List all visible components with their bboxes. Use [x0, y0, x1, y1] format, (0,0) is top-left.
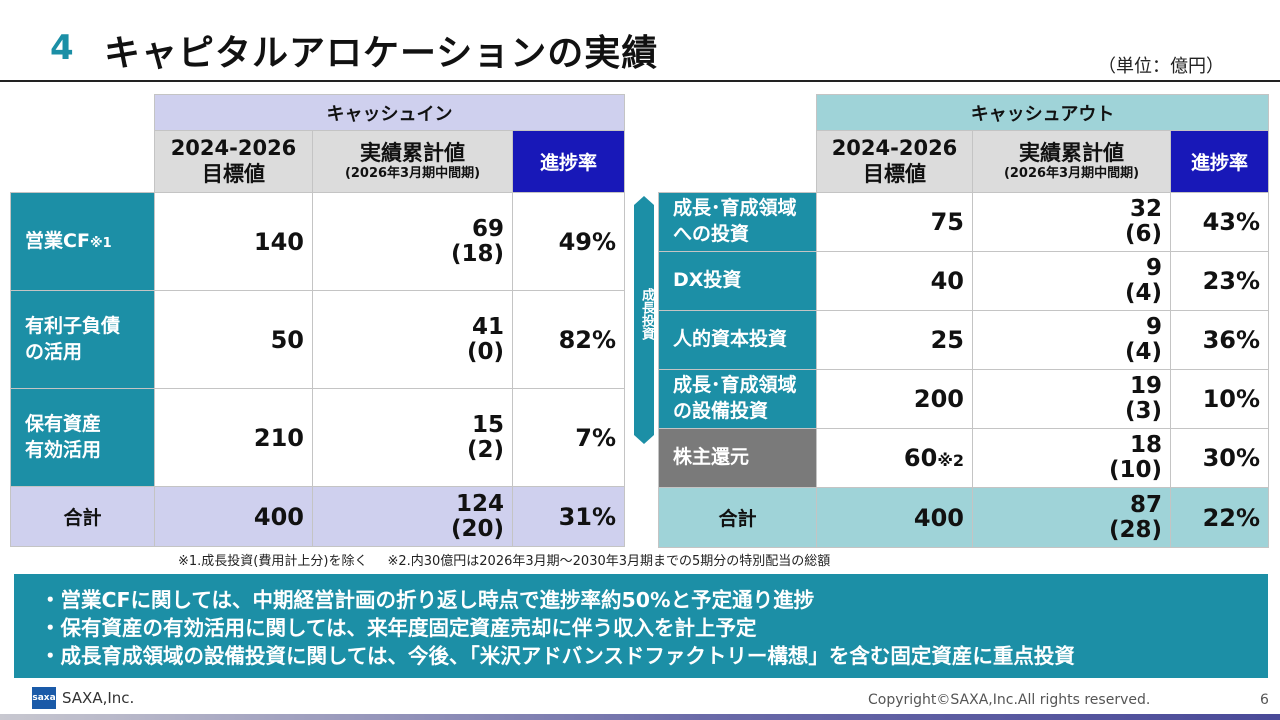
cash-in-table: キャッシュイン 2024-2026 目標値 実績累計値 (2026年3月期中間期) …: [10, 94, 626, 547]
actual-value: 9 (4): [972, 310, 1171, 370]
col-actual-header: 実績累計値 (2026年3月期中間期): [312, 130, 513, 193]
total-label: 合計: [658, 487, 817, 548]
target-value: 25: [816, 310, 973, 370]
summary-line: ・保有資産の有効活用に関しては、来年度固定資産売却に伴う収入を計上予定: [40, 616, 757, 640]
table-row: 株主還元 60※2 18 (10) 30%: [658, 428, 1270, 488]
col-rate-header: 進捗率: [1169, 130, 1270, 193]
footnote-2: ※2.内30億円は2026年3月期～2030年3月期までの5期分の特別配当の総額: [387, 554, 831, 569]
progress-rate: 7%: [511, 388, 626, 487]
actual-value: 15 (2): [312, 388, 513, 487]
unit-label: （単位：億円）: [1098, 56, 1224, 77]
actual-value: 32 (6): [972, 192, 1171, 252]
summary-line: ・営業CFに関しては、中期経営計画の折り返し時点で進捗率約50%と予定通り進捗: [40, 588, 815, 612]
summary-line: ・成長育成領域の設備投資に関しては、今後、「米沢アドバンスドファクトリー構想」を…: [40, 644, 1075, 668]
row-label: 保有資産 有効活用: [10, 388, 155, 487]
footnotes: ※1.成長投資(費用計上分)を除く ※2.内30億円は2026年3月期～2030年…: [178, 550, 830, 569]
col-target-header: 2024-2026 目標値: [154, 130, 313, 193]
row-label: 成長･育成領域 の設備投資: [658, 369, 817, 429]
section-number: 4: [50, 28, 74, 68]
row-label: 成長･育成領域 への投資: [658, 192, 817, 252]
page-number: 6: [1260, 692, 1269, 708]
table-row: 保有資産 有効活用 210 15 (2) 7%: [10, 388, 626, 487]
actual-value: 69 (18): [312, 192, 513, 291]
target-value: 200: [816, 369, 973, 429]
progress-rate: 82%: [511, 290, 626, 389]
target-value: 50: [154, 290, 313, 389]
table-row: DX投資 40 9 (4) 23%: [658, 251, 1270, 311]
row-label: 営業CF※1: [10, 192, 155, 291]
cash-in-heading: キャッシュイン: [153, 94, 626, 131]
total-actual: 124 (20): [312, 486, 513, 547]
actual-value: 9 (4): [972, 251, 1171, 311]
actual-value: 41 (0): [312, 290, 513, 389]
total-rate: 22%: [1169, 487, 1270, 548]
target-value: 75: [816, 192, 973, 252]
target-value: 140: [154, 192, 313, 291]
target-value: 210: [154, 388, 313, 487]
total-row: 合計 400 87 (28) 22%: [658, 487, 1270, 548]
total-row: 合計 400 124 (20) 31%: [10, 486, 626, 547]
table-row: 有利子負債 の活用 50 41 (0) 82%: [10, 290, 626, 389]
company-logo: saxa: [32, 687, 56, 709]
progress-rate: 49%: [511, 192, 626, 291]
total-target: 400: [154, 486, 313, 547]
page-title: キャピタルアロケーションの実績: [104, 33, 659, 74]
table-row: 成長･育成領域 への投資 75 32 (6) 43%: [658, 192, 1270, 252]
table-row: 人的資本投資 25 9 (4) 36%: [658, 310, 1270, 370]
total-label: 合計: [10, 486, 155, 547]
footer-bar: [0, 714, 1280, 720]
row-label: 有利子負債 の活用: [10, 290, 155, 389]
col-actual-header: 実績累計値 (2026年3月期中間期): [972, 130, 1171, 193]
growth-investment-bracket: [634, 196, 654, 444]
company-name: SAXA,Inc.: [62, 689, 135, 707]
growth-investment-label: 成長投資: [639, 288, 654, 340]
row-label: 人的資本投資: [658, 310, 817, 370]
row-label: 株主還元: [658, 428, 817, 488]
total-actual: 87 (28): [972, 487, 1171, 548]
table-row: 成長･育成領域 の設備投資 200 19 (3) 10%: [658, 369, 1270, 429]
row-label: DX投資: [658, 251, 817, 311]
progress-rate: 10%: [1169, 369, 1270, 429]
target-value: 60※2: [816, 428, 973, 488]
progress-rate: 30%: [1169, 428, 1270, 488]
progress-rate: 43%: [1169, 192, 1270, 252]
progress-rate: 23%: [1169, 251, 1270, 311]
cash-out-heading: キャッシュアウト: [815, 94, 1270, 131]
actual-value: 19 (3): [972, 369, 1171, 429]
col-rate-header: 進捗率: [511, 130, 626, 193]
title-divider: [0, 80, 1280, 82]
cash-out-table: キャッシュアウト 2024-2026 目標値 実績累計値 (2026年3月期中間期)…: [658, 94, 1270, 548]
summary-box: ・営業CFに関しては、中期経営計画の折り返し時点で進捗率約50%と予定通り進捗 …: [14, 574, 1268, 678]
copyright: Copyright©SAXA,Inc.All rights reserved.: [868, 692, 1151, 708]
total-target: 400: [816, 487, 973, 548]
footnote-1: ※1.成長投資(費用計上分)を除く: [178, 554, 368, 569]
actual-value: 18 (10): [972, 428, 1171, 488]
col-target-header: 2024-2026 目標値: [816, 130, 973, 193]
footnote-marker: ※2: [937, 451, 964, 470]
table-row: 営業CF※1 140 69 (18) 49%: [10, 192, 626, 291]
progress-rate: 36%: [1169, 310, 1270, 370]
total-rate: 31%: [511, 486, 626, 547]
target-value: 40: [816, 251, 973, 311]
